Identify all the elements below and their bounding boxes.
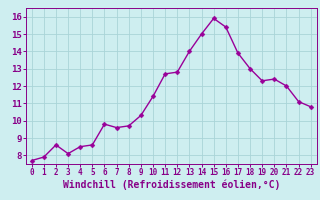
X-axis label: Windchill (Refroidissement éolien,°C): Windchill (Refroidissement éolien,°C)	[62, 180, 280, 190]
